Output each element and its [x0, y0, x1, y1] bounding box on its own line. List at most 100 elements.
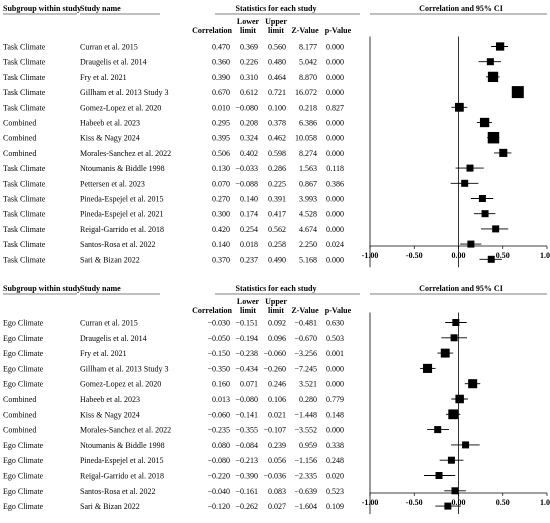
- row-subgroup: Ego Climate: [3, 364, 44, 373]
- row-z-value: 16.072: [295, 88, 317, 97]
- effect-size-marker: [451, 487, 459, 495]
- row-subgroup: Task Climate: [3, 88, 46, 97]
- header-stats-group: Statistics for each study: [236, 284, 317, 293]
- header-stats-group: Statistics for each study: [236, 4, 317, 13]
- row-study-name: Habeeb et al. 2023: [80, 119, 140, 128]
- row-lower-limit: −0.080: [235, 395, 258, 404]
- row-correlation: −0.050: [207, 334, 230, 343]
- x-tick-label: 1.00: [540, 251, 550, 260]
- effect-size-marker: [452, 319, 460, 326]
- row-lower-limit: 0.310: [240, 73, 258, 82]
- row-z-value: −0.481: [294, 319, 317, 328]
- effect-size-marker: [466, 164, 474, 172]
- row-subgroup: Combined: [3, 149, 36, 158]
- study-row: Ego Climate Gillham et al. 2013 Study 3 −0…: [3, 363, 436, 373]
- row-lower-limit: −0.262: [235, 502, 258, 511]
- study-row: Ego Climate Santos-Rosa et al. 2022 −0.040…: [3, 487, 466, 496]
- row-upper-limit: 0.096: [268, 334, 286, 343]
- row-upper-limit: 0.560: [268, 43, 286, 52]
- row-p-value: 0.000: [326, 149, 344, 158]
- row-z-value: 8.274: [299, 149, 317, 158]
- col-header-line: limit: [240, 26, 256, 35]
- row-correlation: 0.506: [212, 149, 230, 158]
- row-subgroup: Ego Climate: [3, 456, 44, 465]
- row-correlation: 0.130: [212, 164, 230, 173]
- row-z-value: 3.521: [299, 380, 317, 389]
- row-p-value: 0.000: [326, 364, 344, 373]
- row-upper-limit: 0.027: [268, 502, 286, 511]
- study-row: Task Climate Pineda-Espejel et al. 2021 0.…: [3, 210, 496, 219]
- row-p-value: 0.000: [326, 88, 344, 97]
- row-subgroup: Task Climate: [3, 103, 46, 112]
- row-z-value: 5.168: [299, 255, 317, 264]
- study-row: Ego Climate Pineda-Espejel et al. 2015 −0.…: [3, 456, 464, 465]
- row-lower-limit: −0.390: [235, 472, 258, 481]
- row-study-name: Gomez-Lopez et al. 2020: [80, 103, 161, 112]
- row-upper-limit: 0.378: [268, 119, 286, 128]
- row-subgroup: Ego Climate: [3, 487, 44, 496]
- row-correlation: −0.350: [207, 364, 230, 373]
- row-p-value: 0.523: [326, 487, 344, 496]
- row-z-value: 10.058: [295, 134, 317, 143]
- row-subgroup: Task Climate: [3, 225, 46, 234]
- study-row: Task Climate Sari & Bizan 2022 0.370 0.237 0…: [3, 255, 502, 264]
- study-row: Ego Climate Sari & Bizan 2022 −0.120 −0.262…: [3, 502, 461, 511]
- row-correlation: −0.060: [207, 410, 230, 419]
- row-study-name: Gillham et al. 2013 Study 3: [80, 88, 168, 97]
- row-p-value: 0.000: [326, 119, 344, 128]
- row-upper-limit: −0.060: [263, 349, 286, 358]
- row-lower-limit: 0.254: [240, 225, 258, 234]
- row-correlation: 0.370: [212, 255, 230, 264]
- row-correlation: 0.013: [212, 395, 230, 404]
- study-row: Task Climate Gomez-Lopez et al. 2020 0.010…: [3, 102, 468, 112]
- row-lower-limit: 0.018: [240, 240, 258, 249]
- study-row: Ego Climate Draugelis et al. 2014 −0.050 −0…: [3, 334, 467, 343]
- row-z-value: −3.552: [294, 426, 317, 435]
- effect-size-marker: [447, 456, 455, 464]
- study-row: Task Climate Fry et al. 2021 0.390 0.310 0.4…: [3, 71, 500, 83]
- row-z-value: 0.959: [299, 441, 317, 450]
- study-row: Task Climate Curran et al. 2015 0.470 0.369…: [3, 42, 509, 52]
- study-row: Task Climate Reigal-Garrido et al. 2018 0.…: [3, 225, 509, 234]
- row-z-value: 8.177: [299, 43, 317, 52]
- study-row: Task Climate Pettersen et al. 2023 0.070 −0…: [3, 179, 479, 188]
- row-subgroup: Ego Climate: [3, 472, 44, 481]
- header-subgroup: Subgroup within study: [3, 4, 81, 13]
- row-study-name: Draugelis et al. 2014: [80, 58, 147, 67]
- study-row: Task Climate Ntoumanis & Biddle 1998 0.130…: [3, 164, 484, 173]
- row-correlation: −0.040: [207, 487, 230, 496]
- row-lower-limit: 0.140: [240, 195, 258, 204]
- row-correlation: 0.670: [212, 88, 230, 97]
- row-subgroup: Task Climate: [3, 164, 46, 173]
- row-correlation: 0.360: [212, 58, 230, 67]
- header-plot-group: Correlation and 95% CI: [419, 284, 503, 293]
- x-tick-label: -0.50: [406, 498, 423, 507]
- effect-size-marker: [440, 348, 450, 358]
- row-correlation: −0.235: [207, 426, 230, 435]
- col-header-upper-limit: Upper limit: [265, 17, 287, 35]
- row-study-name: Pineda-Espejel et al. 2021: [80, 210, 164, 219]
- row-p-value: 0.000: [326, 58, 344, 67]
- row-lower-limit: −0.355: [235, 426, 258, 435]
- row-upper-limit: 0.246: [268, 380, 286, 389]
- row-z-value: −1.156: [294, 456, 317, 465]
- row-p-value: 0.000: [326, 195, 344, 204]
- x-tick-label: 0.00: [452, 251, 466, 260]
- row-subgroup: Ego Climate: [3, 380, 44, 389]
- study-row: Combined Habeeb et al. 2023 0.013 −0.080 0.1…: [3, 394, 468, 404]
- row-study-name: Fry et al. 2021: [80, 349, 127, 358]
- row-p-value: 0.248: [326, 456, 344, 465]
- row-subgroup: Ego Climate: [3, 349, 44, 358]
- row-p-value: 0.020: [326, 472, 344, 481]
- row-upper-limit: 0.464: [268, 73, 286, 82]
- study-row: Task Climate Draugelis et al. 2014 0.360 0.…: [3, 58, 501, 67]
- row-study-name: Habeeb et al. 2023: [80, 395, 140, 404]
- row-subgroup: Combined: [3, 119, 36, 128]
- row-study-name: Morales-Sanchez et al. 2022: [80, 149, 171, 158]
- row-lower-limit: −0.434: [235, 364, 258, 373]
- row-p-value: 0.000: [326, 255, 344, 264]
- effect-size-marker: [450, 334, 458, 342]
- col-header-line: Upper: [265, 17, 287, 26]
- effect-size-marker: [478, 195, 486, 202]
- row-z-value: −7.245: [294, 364, 317, 373]
